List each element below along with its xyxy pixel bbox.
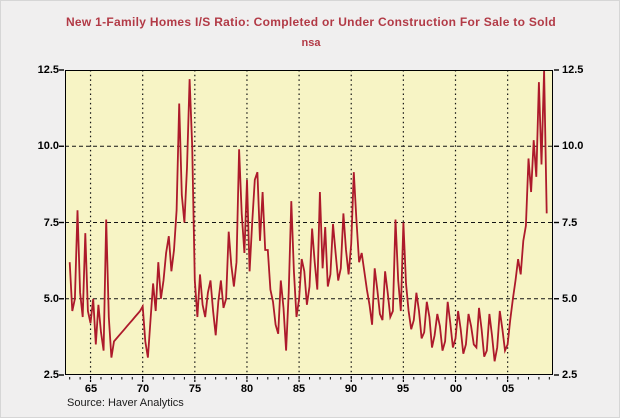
plot-area	[59, 69, 559, 382]
x-tick-label: 75	[188, 383, 202, 395]
chart-title: New 1-Family Homes I/S Ratio: Completed …	[65, 15, 557, 29]
y-tick-label-left: 12.5	[37, 64, 59, 76]
chart-subtitle: nsa	[301, 37, 321, 49]
y-tick-label-right: 12.5	[562, 64, 584, 76]
x-tick-label: 90	[344, 383, 358, 395]
plot-border	[65, 70, 553, 375]
x-tick-label: 80	[240, 383, 254, 395]
x-tick-label: 70	[136, 383, 150, 395]
y-tick-label-right: 5.0	[562, 293, 578, 305]
source-credit: Source: Haver Analytics	[67, 397, 184, 409]
y-tick-label-left: 2.5	[43, 369, 59, 381]
x-tick-label: 65	[84, 383, 98, 395]
x-tick-label: 05	[501, 383, 515, 395]
y-tick-label-left: 7.5	[43, 217, 59, 229]
y-tick-label-right: 2.5	[562, 369, 578, 381]
x-tick-label: 95	[396, 383, 410, 395]
x-tick-label: 00	[449, 383, 463, 395]
data-line	[68, 69, 548, 362]
x-tick-label: 85	[292, 383, 306, 395]
y-tick-label-left: 5.0	[43, 293, 59, 305]
y-tick-label-left: 10.0	[37, 140, 59, 152]
y-tick-label-right: 10.0	[562, 140, 584, 152]
y-tick-label-right: 7.5	[562, 217, 578, 229]
